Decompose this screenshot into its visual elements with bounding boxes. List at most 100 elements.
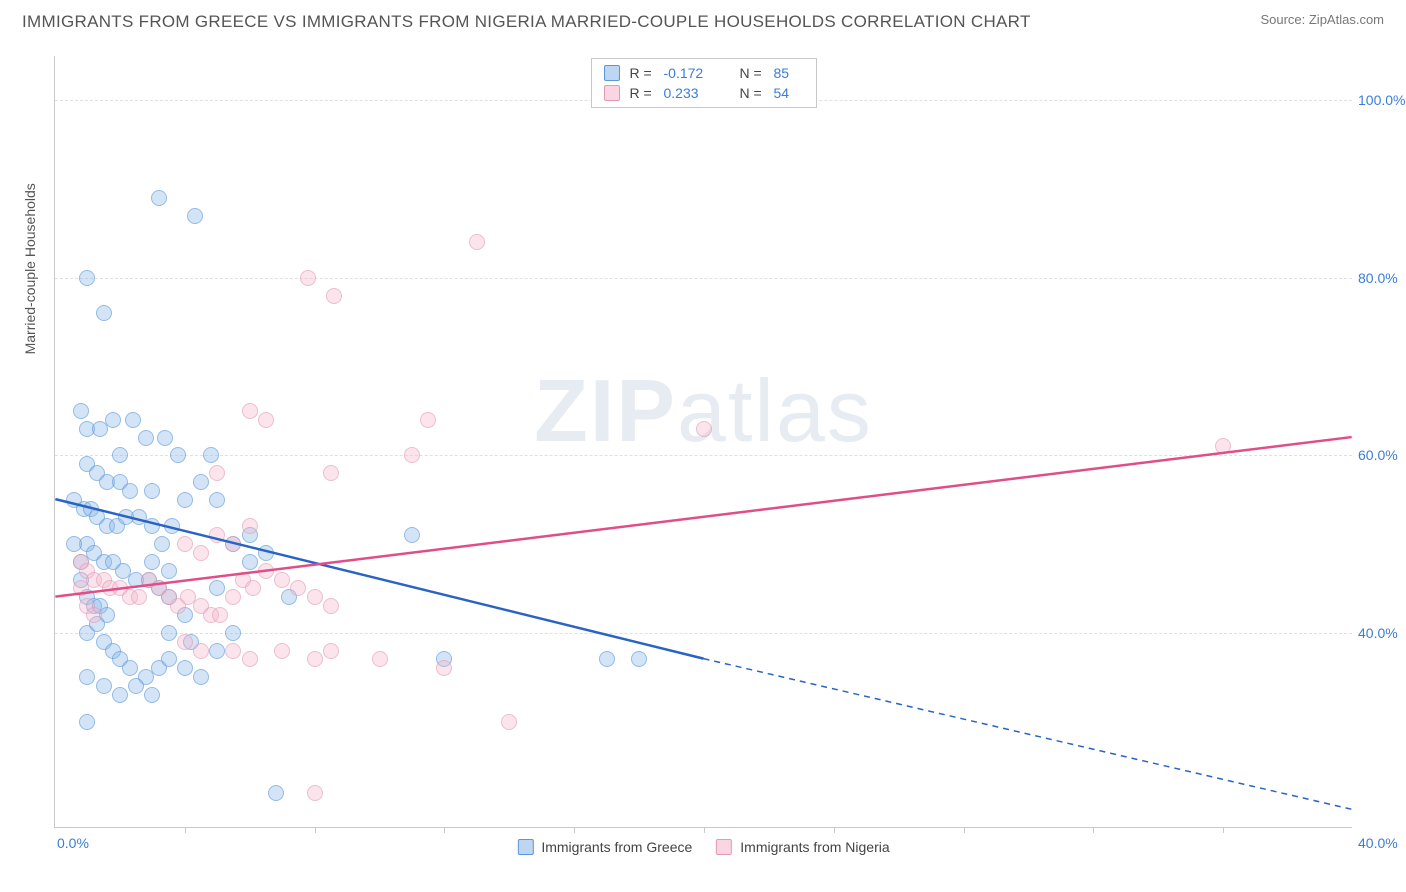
scatter-point: [209, 643, 225, 659]
scatter-point: [469, 234, 485, 250]
scatter-point: [225, 536, 241, 552]
y-tick-label: 80.0%: [1358, 270, 1406, 286]
y-tick-label: 60.0%: [1358, 447, 1406, 463]
scatter-point: [404, 527, 420, 543]
scatter-point: [404, 447, 420, 463]
legend-label-nigeria: Immigrants from Nigeria: [740, 839, 889, 855]
scatter-point: [290, 580, 306, 596]
scatter-point: [187, 208, 203, 224]
scatter-point: [177, 660, 193, 676]
scatter-point: [258, 412, 274, 428]
scatter-point: [225, 625, 241, 641]
n-label2: N =: [740, 85, 768, 101]
y-tick-label: 100.0%: [1358, 92, 1406, 108]
n-value-greece: 85: [774, 65, 804, 81]
scatter-point: [144, 554, 160, 570]
scatter-point: [138, 430, 154, 446]
scatter-point: [112, 687, 128, 703]
scatter-point: [96, 678, 112, 694]
scatter-point: [177, 634, 193, 650]
scatter-point: [307, 785, 323, 801]
scatter-point: [154, 536, 170, 552]
swatch-nigeria: [604, 85, 620, 101]
scatter-point: [151, 190, 167, 206]
n-label: N =: [740, 65, 768, 81]
scatter-point: [193, 545, 209, 561]
scatter-point: [128, 678, 144, 694]
scatter-point: [323, 643, 339, 659]
swatch-nigeria-icon: [716, 839, 732, 855]
r-value-nigeria: 0.233: [664, 85, 734, 101]
scatter-point: [436, 660, 452, 676]
scatter-point: [225, 643, 241, 659]
scatter-point: [501, 714, 517, 730]
scatter-point: [209, 465, 225, 481]
scatter-point: [79, 669, 95, 685]
scatter-point: [268, 785, 284, 801]
scatter-point: [212, 607, 228, 623]
scatter-point: [86, 607, 102, 623]
scatter-point: [112, 447, 128, 463]
scatter-point: [209, 580, 225, 596]
scatter-point: [73, 403, 89, 419]
r-value-greece: -0.172: [664, 65, 734, 81]
scatter-point: [209, 492, 225, 508]
legend-label-greece: Immigrants from Greece: [541, 839, 692, 855]
scatter-point: [125, 412, 141, 428]
scatter-point: [1215, 438, 1231, 454]
series-legend: Immigrants from Greece Immigrants from N…: [517, 839, 889, 855]
scatter-point: [631, 651, 647, 667]
x-tick-left: 0.0%: [57, 835, 89, 851]
scatter-point: [258, 545, 274, 561]
scatter-point: [307, 651, 323, 667]
swatch-greece: [604, 65, 620, 81]
scatter-point: [323, 465, 339, 481]
title-bar: IMMIGRANTS FROM GREECE VS IMMIGRANTS FRO…: [0, 0, 1406, 38]
scatter-point: [599, 651, 615, 667]
source-label: Source: ZipAtlas.com: [1260, 12, 1384, 27]
scatter-point: [66, 536, 82, 552]
scatter-point: [161, 563, 177, 579]
watermark: ZIPatlas: [534, 360, 873, 462]
scatter-point: [307, 589, 323, 605]
scatter-point: [274, 572, 290, 588]
scatter-point: [203, 447, 219, 463]
r-label2: R =: [630, 85, 658, 101]
scatter-point: [242, 554, 258, 570]
scatter-point: [242, 518, 258, 534]
scatter-point: [258, 563, 274, 579]
scatter-point: [122, 660, 138, 676]
scatter-point: [96, 305, 112, 321]
swatch-greece-icon: [517, 839, 533, 855]
scatter-point: [161, 651, 177, 667]
plot-area: ZIPatlas 40.0%60.0%80.0%100.0% R = -0.17…: [54, 56, 1352, 828]
scatter-point: [696, 421, 712, 437]
scatter-point: [79, 714, 95, 730]
y-axis-label: Married-couple Households: [22, 183, 38, 354]
scatter-point: [326, 288, 342, 304]
scatter-point: [323, 598, 339, 614]
scatter-point: [73, 580, 89, 596]
scatter-point: [157, 430, 173, 446]
scatter-point: [105, 412, 121, 428]
scatter-point: [144, 483, 160, 499]
scatter-point: [131, 589, 147, 605]
r-label: R =: [630, 65, 658, 81]
legend-item-nigeria: Immigrants from Nigeria: [716, 839, 889, 855]
scatter-point: [170, 447, 186, 463]
x-tick-right: 40.0%: [1358, 835, 1406, 851]
scatter-point: [193, 669, 209, 685]
scatter-point: [420, 412, 436, 428]
scatter-point: [177, 536, 193, 552]
legend-item-greece: Immigrants from Greece: [517, 839, 692, 855]
y-tick-label: 40.0%: [1358, 625, 1406, 641]
scatter-point: [245, 580, 261, 596]
scatter-point: [274, 643, 290, 659]
scatter-point: [372, 651, 388, 667]
scatter-point: [242, 651, 258, 667]
scatter-point: [144, 518, 160, 534]
scatter-point: [300, 270, 316, 286]
n-value-nigeria: 54: [774, 85, 804, 101]
scatter-point: [144, 687, 160, 703]
scatter-point: [193, 643, 209, 659]
